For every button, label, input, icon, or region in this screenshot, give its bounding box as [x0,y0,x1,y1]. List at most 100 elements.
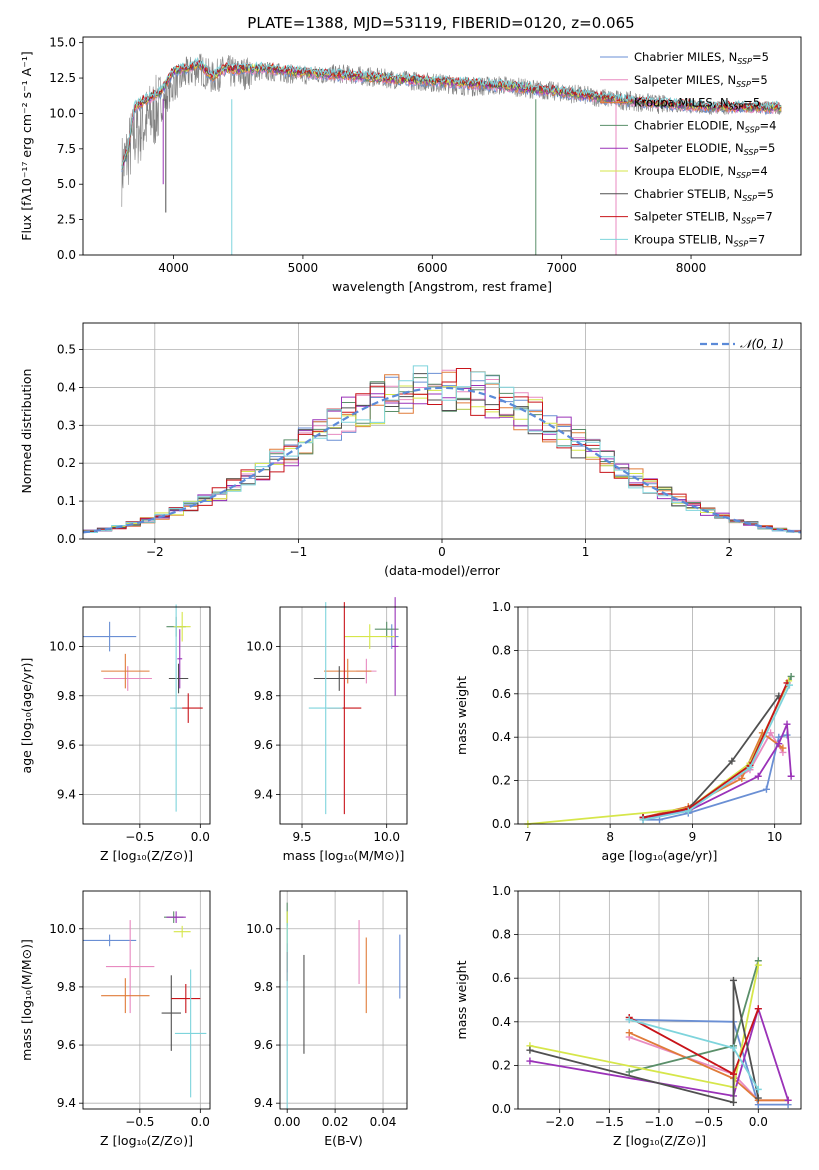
errorbar-point-4 [391,597,399,696]
errorbar-point-5 [173,925,191,938]
x-tick-label: 8 [606,830,614,844]
y-tick-label: 0.4 [492,1015,511,1029]
histograms [83,365,801,534]
y-axis-label: mass weight [454,676,469,755]
plus-marker [625,1068,633,1076]
y-tick-label: 0.2 [57,456,76,470]
mass-weight-line-0 [643,734,788,821]
y-tick-label: 9.6 [254,1038,273,1052]
x-tick-label: 0.02 [322,1115,349,1129]
x-axis-label: E(B-V) [324,1133,363,1148]
y-tick-label: 5.0 [57,177,76,191]
x-tick-label: 9.5 [292,830,311,844]
plus-marker [729,1070,737,1078]
x-tick-label: 7 [524,830,532,844]
legend-label-6: Chabrier STELIB, NSSP=5 [634,187,774,203]
x-tick-label: −1.5 [595,1115,624,1129]
x-tick-label: −0.5 [125,1115,154,1129]
y-tick-label: 0.2 [492,774,511,788]
x-tick-label: 0.04 [370,1115,397,1129]
mass-weight-line-8 [642,684,791,821]
x-tick-label: −2 [146,545,164,559]
x-tick-label: 2 [725,545,733,559]
x-tick-label: −0.5 [694,1115,723,1129]
y-tick-label: 0.2 [492,1058,511,1072]
errorbar-point-0 [83,621,137,652]
plus-marker [754,1085,762,1093]
y-tick-label: 10.0 [49,639,76,653]
x-tick-label: 0.0 [191,1115,210,1129]
errorbar-point-7 [171,984,201,1014]
x-tick-label: 10.0 [373,830,400,844]
y-tick-label: 0.8 [492,643,511,657]
mass-weight-line-5 [527,680,790,825]
plus-marker [754,1005,762,1013]
y-tick-label: 10.0 [49,922,76,936]
legend-label-5: Kroupa ELODIE, NSSP=4 [634,164,768,180]
y-axis-label: age [log₁₀(age/yr)] [19,658,34,774]
y-tick-label: 0.1 [57,494,76,508]
y-tick-label: 10.0 [49,106,76,120]
axes-frame [279,890,408,1110]
x-tick-label: −0.5 [125,830,154,844]
plus-marker [639,816,647,824]
y-tick-label: 0.8 [492,928,511,942]
x-axis-label: Z [log₁₀(Z/Z⊙)] [100,1133,193,1148]
legend-label-2: Kroupa MILES, NSSP=5 [634,96,760,112]
y-tick-label: 9.4 [57,787,76,801]
plus-marker [738,774,746,782]
plus-marker [729,1044,737,1052]
legend-label-8: Kroupa STELIB, NSSP=7 [634,232,765,248]
figure-title: PLATE=1388, MJD=53119, FIBERID=0120, z=0… [247,14,634,32]
y-tick-label: 0.3 [57,418,76,432]
y-tick-label: 2.5 [57,213,76,227]
x-tick-label: 6000 [417,261,448,275]
y-tick-label: 0.6 [492,687,511,701]
errorbar-point-4 [166,911,186,923]
y-tick-label: 0.0 [492,1102,511,1116]
panel-age_vs_Z: −0.5 0.0 9.4 9.6 9.8 10.0 Z [log₁₀(Z/Z⊙)] age [… [19,604,211,863]
x-axis-label: (data-model)/error [384,563,501,578]
errorbar-point-0 [83,934,137,947]
errorbar-point-6 [161,975,181,1051]
y-tick-label: 0.6 [492,971,511,985]
histogram-8 [83,365,801,533]
y-tick-label: 10.0 [246,922,273,936]
errorbar-point-6 [168,663,189,694]
plus-marker [625,1016,633,1024]
panel-mass_weight_vs_age: 7 8 9 10 0.0 0.2 0.4 0.6 0.8 1.0 age [log₁₀(age/yr… [454,600,802,863]
y-tick-label: 9.4 [254,1096,273,1110]
plus-marker [754,1094,762,1102]
panel-spectrum: 4000 5000 6000 7000 8000 0.0 2.5 5.0 7.5 10.0 12.5… [19,36,802,294]
x-tick-label: −1 [290,545,308,559]
legend-label-3: Chabrier ELODIE, NSSP=4 [634,118,776,134]
mass-weight-line-7 [642,682,788,819]
legend-label-0: Chabrier MILES, NSSP=5 [634,50,769,66]
x-tick-label: 0.0 [749,1115,768,1129]
y-tick-label: 1.0 [492,884,511,898]
y-tick-label: 0.4 [57,380,76,394]
y-tick-label: 0.0 [492,817,511,831]
plus-marker [779,744,787,752]
x-tick-label: 0.0 [191,830,210,844]
x-axis-label: Z [log₁₀(Z/Z⊙)] [100,848,193,863]
panel-age_vs_mass: 9.5 10.0 9.4 9.6 9.8 10.0 mass [log₁₀(M/M⊙)] [246,597,408,863]
y-tick-label: 1.0 [492,600,511,614]
x-tick-label: 9 [689,830,697,844]
plus-marker [762,785,770,793]
axes-frame [517,606,802,825]
y-axis-label: mass [log₁₀(M/M⊙)] [19,939,34,1061]
panel-mass_weight_vs_Z: −2.0 −1.5 −1.0 −0.5 0.0 0.0 0.2 0.4 0.6 0.8 1.0 Z [… [454,884,802,1148]
errorbar-point-8 [170,604,183,812]
plus-marker [729,976,737,984]
y-tick-label: 15.0 [49,36,76,50]
plus-marker [785,681,793,689]
y-axis-label: Flux [fλ10⁻¹⁷ erg cm⁻² s⁻¹ A⁻¹] [19,51,34,240]
plus-marker [754,961,762,969]
y-tick-label: 9.4 [254,787,273,801]
legend-label-1: Salpeter MILES, NSSP=5 [634,73,768,89]
y-tick-label: 9.8 [254,689,273,703]
x-tick-label: 8000 [676,261,707,275]
y-tick-label: 9.6 [57,738,76,752]
